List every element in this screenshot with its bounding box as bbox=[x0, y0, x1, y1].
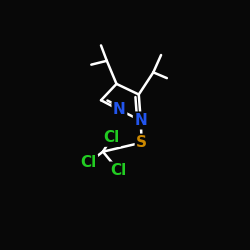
Text: Cl: Cl bbox=[110, 163, 126, 178]
Text: N: N bbox=[134, 113, 147, 128]
Text: N: N bbox=[113, 102, 126, 118]
Text: S: S bbox=[136, 135, 147, 150]
Text: Cl: Cl bbox=[104, 130, 120, 145]
Text: Cl: Cl bbox=[80, 155, 96, 170]
